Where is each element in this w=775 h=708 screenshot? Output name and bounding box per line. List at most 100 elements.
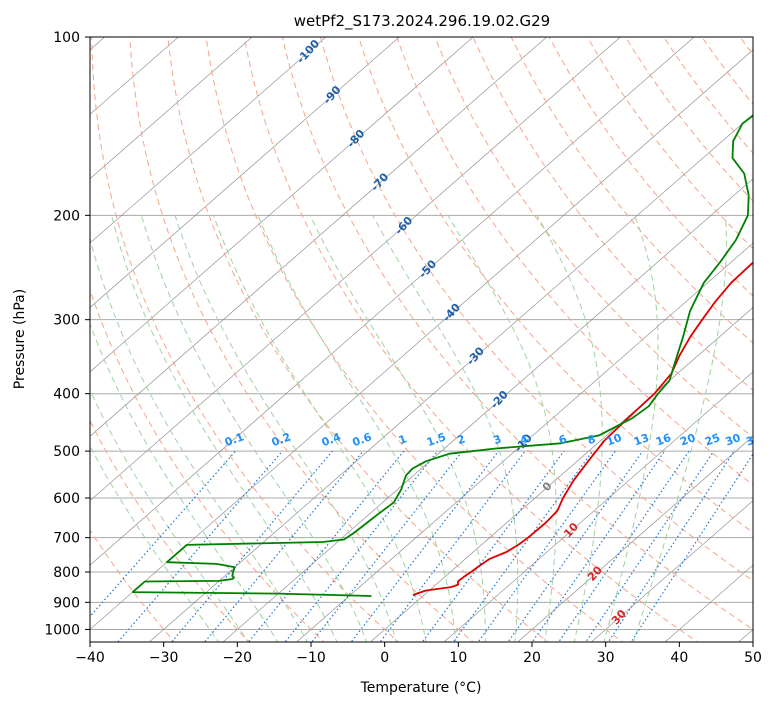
mixing-ratio-line: [284, 450, 439, 642]
moist-adiabat-line: [90, 388, 249, 642]
moist-adiabat-line: [141, 215, 368, 642]
dry-adiabat-line: [434, 37, 753, 438]
mixing-ratio-label: 20: [678, 431, 697, 449]
isotherm-line: [90, 37, 621, 502]
mixing-ratio-label: 0.2: [270, 430, 293, 449]
y-tick-label: 700: [53, 531, 80, 547]
mixing-ratio-line: [311, 450, 463, 642]
dry-adiabat-label: -40: [440, 301, 463, 325]
dry-adiabat-line: [90, 529, 176, 642]
dry-adiabat-line: [396, 37, 753, 486]
isotherm-line: [90, 37, 179, 115]
dry-adiabat-label: -80: [345, 127, 368, 151]
mixing-ratio-line: [203, 450, 364, 642]
mixing-ratio-line: [531, 450, 666, 642]
mixing-ratio-label: 3: [492, 432, 504, 447]
dry-adiabat-label: -70: [368, 170, 391, 194]
x-tick-label: 50: [744, 650, 762, 666]
dry-adiabat-line: [129, 37, 475, 642]
mixing-ratio-line: [507, 450, 644, 642]
isotherm-line: [90, 37, 400, 308]
x-axis-ticks: −40 −30 −20 −10 0 10 20 30 40 50: [75, 642, 762, 666]
profile-lines: [131, 114, 753, 597]
dry-adiabat-label: -30: [464, 344, 487, 368]
isotherm-line: [738, 628, 753, 642]
dry-adiabat-line: [768, 24, 775, 645]
isotherm-line: [369, 307, 753, 642]
dewpoint-profile-line: [131, 114, 753, 597]
dry-adiabat-label: -100: [294, 37, 322, 66]
isotherm-line: [664, 564, 753, 642]
moist-adiabat-line: [90, 445, 220, 642]
x-tick-label: −20: [223, 650, 253, 666]
isotherm-line: [517, 435, 753, 642]
mixing-ratio-line: [170, 450, 333, 642]
moist-adiabat-line: [174, 215, 397, 642]
mixing-ratio-line: [379, 450, 526, 642]
y-tick-label: 600: [53, 491, 80, 507]
x-tick-label: 10: [449, 650, 467, 666]
isotherm-line: [90, 37, 695, 566]
y-tick-label: 1000: [44, 622, 80, 638]
x-tick-label: 30: [597, 650, 615, 666]
mixing-ratio-label: 13: [632, 431, 651, 448]
dry-adiabat-line: [167, 37, 549, 642]
plot-frame: [89, 36, 754, 643]
mixing-ratio-line: [630, 452, 753, 642]
dry-adiabat-line: [586, 37, 753, 250]
dry-adiabat-line: [91, 37, 400, 642]
mixing-ratio-label: 36: [744, 431, 763, 449]
isotherm-line: [443, 371, 753, 642]
x-axis-label: Temperature (°C): [360, 680, 482, 696]
mixing-ratio-label: 4: [518, 432, 530, 447]
mixing-ratio-label: 2: [455, 432, 467, 447]
mixing-ratio-line: [557, 450, 690, 642]
x-tick-label: −40: [75, 650, 105, 666]
moist-adiabat-line: [603, 215, 659, 642]
x-tick-label: 0: [380, 650, 389, 666]
mixing-ratio-label: 1.5: [425, 430, 448, 449]
y-tick-label: 900: [53, 595, 80, 611]
temperature-profile-line: [412, 261, 753, 596]
dry-adiabat-line: [205, 37, 624, 642]
moist-adiabat-line: [90, 322, 279, 642]
x-tick-label: −10: [296, 650, 326, 666]
dry-adiabat-line: [510, 37, 753, 344]
dry-adiabat-label: -90: [321, 83, 344, 107]
moist-adiabat-line: [632, 215, 727, 642]
isotherm-line: [0, 10, 62, 654]
mixing-ratio-line: [90, 450, 236, 618]
y-tick-label: 200: [53, 208, 80, 224]
mixing-ratio-label: 10: [605, 431, 624, 449]
mixing-ratio-label: 0.1: [223, 430, 246, 449]
mixing-ratio-line: [477, 450, 616, 642]
y-tick-label: 800: [53, 565, 80, 581]
x-tick-label: −30: [149, 650, 179, 666]
isotherm-line: [90, 49, 753, 630]
dry-adiabat-line: [90, 419, 250, 642]
isotherm-line: [90, 37, 474, 373]
mixing-ratio-label: 25: [703, 431, 722, 448]
dry-adiabat-label: 40: [633, 650, 653, 670]
line-labels: -100-90-80-70-60-50-40-30-20-10010203040…: [223, 37, 763, 670]
isotherm-line: [148, 113, 753, 642]
dry-adiabat-line: [243, 37, 699, 642]
moist-adiabat-line: [536, 215, 603, 642]
mixing-ratio-label: 0.6: [351, 430, 374, 449]
isotherm-line: [90, 37, 253, 180]
mixing-ratio-label: 8: [586, 432, 598, 447]
moist-adiabat-line: [111, 215, 338, 642]
dry-adiabat-label: -50: [416, 257, 439, 281]
y-tick-label: 500: [53, 444, 80, 460]
mixing-ratio-line: [350, 450, 500, 642]
dry-adiabat-line: [319, 37, 753, 582]
mixing-ratio-label: 1: [397, 432, 409, 447]
dry-adiabat-line: [281, 37, 753, 631]
moist-adiabat-line: [90, 236, 308, 642]
dry-adiabat-label: -20: [488, 388, 511, 412]
mixing-ratio-line: [585, 450, 715, 642]
mixing-ratio-label: 6: [557, 432, 569, 447]
isotherm-line: [90, 37, 548, 437]
y-axis-ticks: 100 200 300 400 500 600 700 800 900 1000: [44, 30, 90, 638]
